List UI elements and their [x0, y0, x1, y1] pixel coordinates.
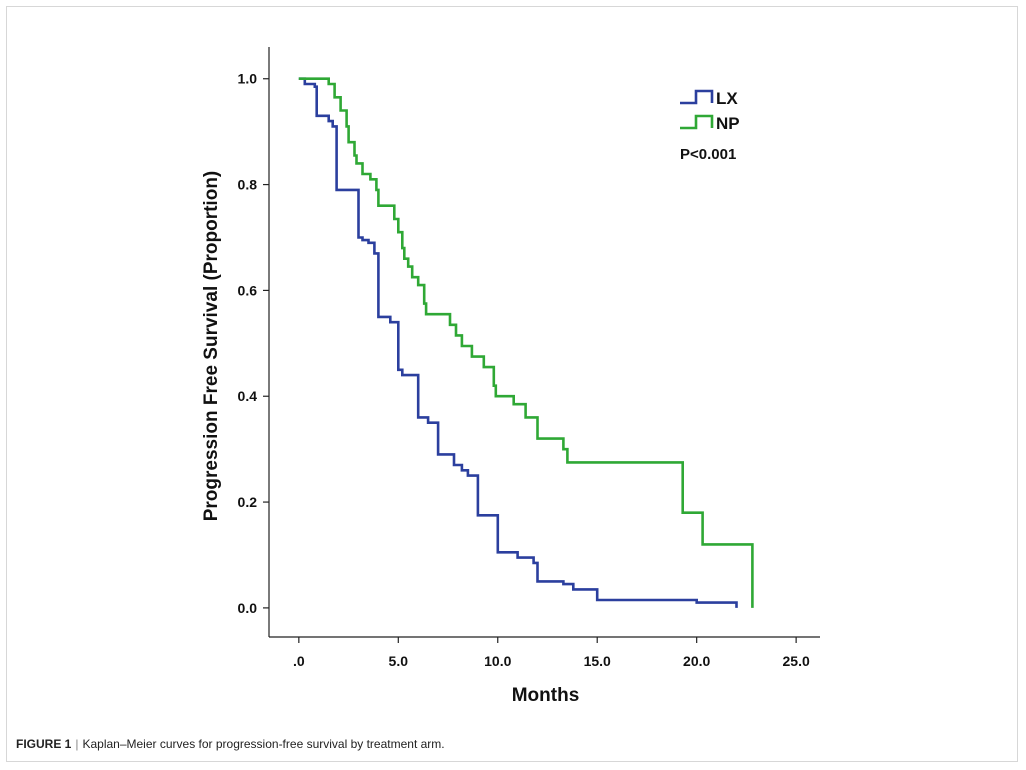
legend-swatch-lx: [680, 89, 714, 105]
y-tick-label: 0.0: [238, 600, 258, 616]
series-line-lx: [298, 77, 738, 608]
legend-label-np: NP: [716, 114, 740, 133]
figure-frame: [6, 6, 1018, 762]
x-tick-label: 25.0: [783, 653, 810, 669]
x-tick-label: 15.0: [584, 653, 611, 669]
x-axis-label: Months: [512, 685, 580, 706]
legend: LX NP: [680, 89, 740, 133]
y-ticks: 0.0 0.2 0.4 0.6 0.8 1.0: [238, 71, 269, 616]
y-tick-label: 0.2: [238, 494, 258, 510]
x-ticks: .0 5.0 10.0 15.0 20.0 25.0: [293, 637, 810, 669]
y-tick-label: 0.6: [238, 282, 258, 298]
series-line-np: [298, 77, 754, 608]
y-tick-label: 0.8: [238, 177, 258, 193]
caption-label: FIGURE 1: [16, 737, 72, 751]
x-tick-label: .0: [293, 653, 305, 669]
caption-separator: |: [75, 737, 79, 751]
caption-text: Kaplan–Meier curves for progression-free…: [82, 737, 445, 751]
legend-label-lx: LX: [716, 89, 738, 108]
x-tick-label: 20.0: [683, 653, 710, 669]
y-tick-label: 1.0: [238, 71, 258, 87]
figure-caption: FIGURE 1 | Kaplan–Meier curves for progres…: [16, 737, 445, 751]
x-tick-label: 10.0: [484, 653, 511, 669]
x-tick-label: 5.0: [389, 653, 409, 669]
legend-swatch-np: [680, 114, 714, 130]
p-value-annotation: P<0.001: [680, 146, 736, 163]
y-tick-label: 0.4: [238, 388, 258, 404]
y-axis-label: Progression Free Survival (Proportion): [201, 171, 222, 522]
